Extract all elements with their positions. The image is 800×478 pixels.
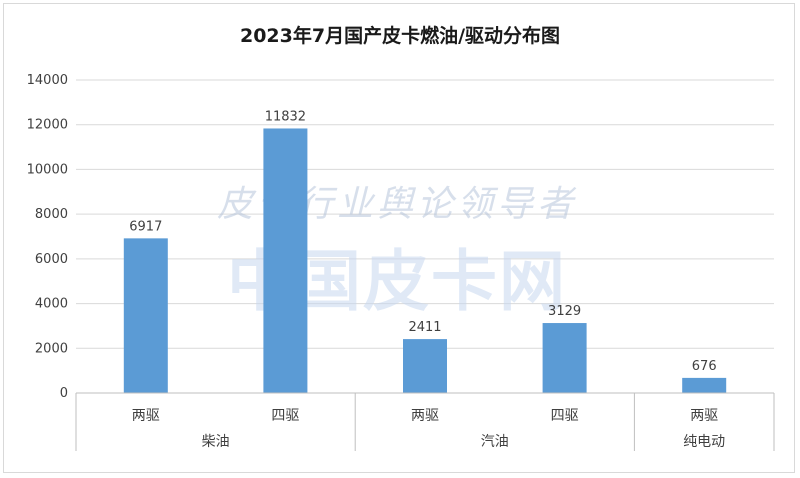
y-tick-label-10000: 10000 [27,162,68,177]
y-tick-label-2000: 2000 [35,341,68,356]
y-tick-label-8000: 8000 [35,207,68,222]
bars [123,128,727,393]
category-label-2: 两驱 [411,408,439,424]
data-label-2: 2411 [408,320,441,335]
bar-2 [403,339,447,393]
bar-1 [263,128,308,393]
data-label-0: 6917 [129,219,162,234]
y-tick-label-12000: 12000 [27,118,68,133]
y-tick-label-4000: 4000 [35,297,68,312]
y-tick-label-6000: 6000 [35,252,68,267]
category-label-4: 两驱 [690,408,718,424]
chart-title: 2023年7月国产皮卡燃油/驱动分布图 [240,24,560,47]
category-label-0: 两驱 [132,408,160,424]
category-label-1: 四驱 [271,408,299,424]
group-label-0: 柴油 [202,434,230,450]
y-tick-label-0: 0 [60,386,68,401]
bar-4 [682,377,727,393]
group-label-1: 汽油 [481,434,509,450]
y-axis-ticks: 0 2000 4000 6000 8000 10000 12000 14000 [27,73,68,401]
data-label-3: 3129 [548,304,581,319]
group-label-2: 纯电动 [683,434,725,450]
data-label-1: 11832 [265,109,306,124]
data-label-4: 676 [692,359,717,374]
chart-frame: 2023年7月国产皮卡燃油/驱动分布图 皮卡行业舆论领导者 中国皮卡网 6917… [3,3,795,473]
y-tick-label-14000: 14000 [27,73,68,88]
chart-svg: 2023年7月国产皮卡燃油/驱动分布图 皮卡行业舆论领导者 中国皮卡网 6917… [27,24,775,451]
gridlines [76,79,774,349]
data-labels: 6917 11832 2411 3129 676 [129,109,716,373]
bar-3 [542,323,587,393]
category-label-3: 四驱 [551,408,579,424]
bar-0 [123,238,168,393]
